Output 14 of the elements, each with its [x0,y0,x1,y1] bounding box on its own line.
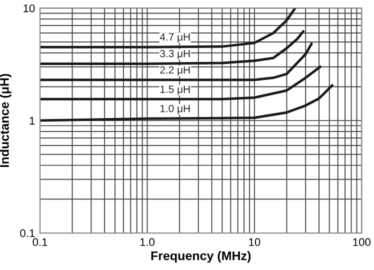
x-tick-label: 10 [249,238,260,246]
x-tick-label: 100 [353,238,370,246]
y-axis-title: Inductance (μH) [0,74,12,167]
y-tick-label: 0.1 [20,229,35,238]
series-label: 4.7 μH [160,33,190,43]
x-tick-label: 1.0 [140,238,155,246]
series-label: 3.3 μH [160,50,190,60]
series-label: 1.5 μH [160,86,190,95]
series-label: 2.2 μH [160,66,190,76]
y-tick-label: 1 [30,116,35,125]
y-tick-label: 10 [24,4,35,12]
series-label: 1.0 μH [160,104,190,114]
x-axis-title: Frequency (MHz) [151,251,251,263]
x-tick-label: 0.1 [32,238,48,246]
